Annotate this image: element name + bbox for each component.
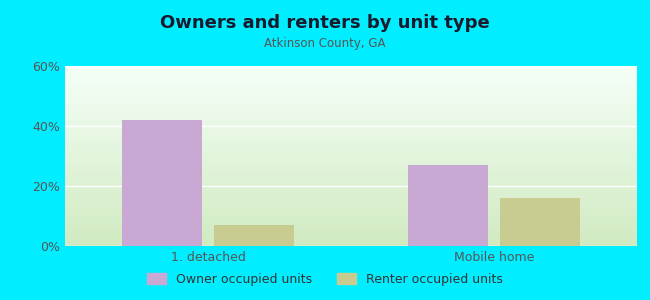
Bar (122, 120, 202, 246)
Bar (408, 165, 488, 246)
Text: Atkinson County, GA: Atkinson County, GA (265, 38, 385, 50)
Legend: Owner occupied units, Renter occupied units: Owner occupied units, Renter occupied un… (142, 268, 508, 291)
Text: Owners and renters by unit type: Owners and renters by unit type (160, 14, 490, 32)
Bar (214, 225, 294, 246)
Bar (500, 198, 580, 246)
